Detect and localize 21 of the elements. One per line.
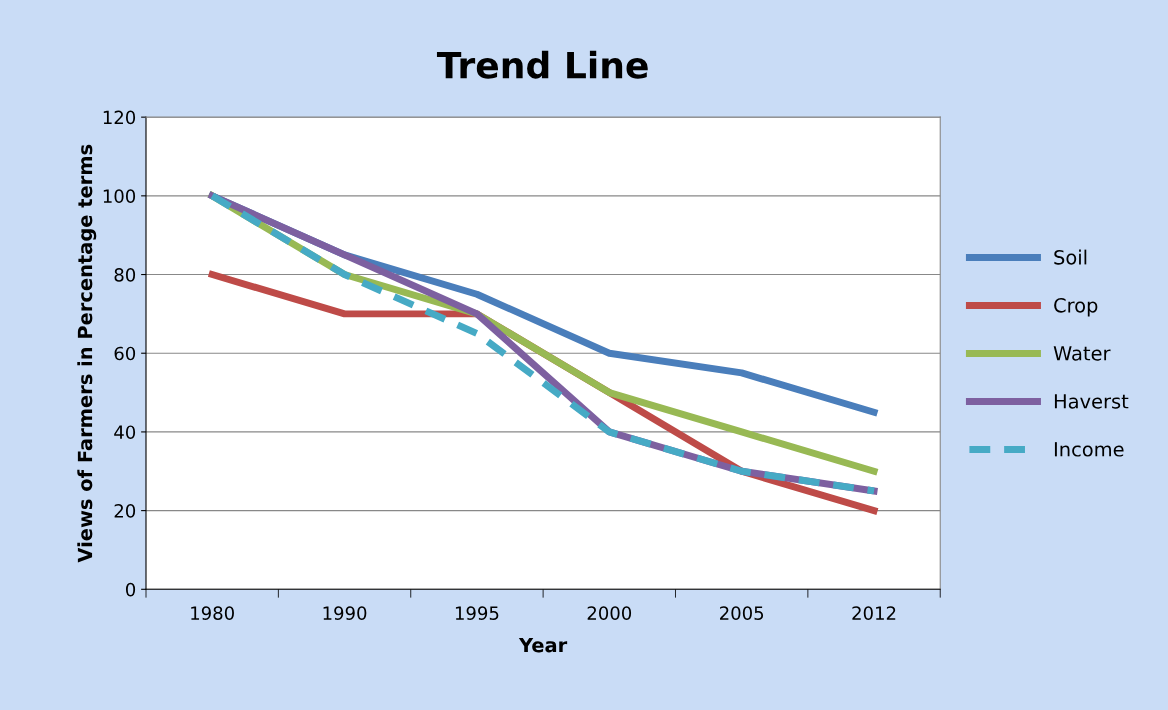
y-tick-label: 60 bbox=[114, 346, 136, 361]
y-tick-label: 40 bbox=[114, 425, 136, 440]
y-tick-label: 100 bbox=[103, 189, 136, 203]
legend-label: Crop bbox=[1054, 297, 1098, 317]
y-tick-label: 20 bbox=[114, 504, 136, 518]
x-tick-label: 2005 bbox=[720, 606, 764, 620]
x-tick-label: 1995 bbox=[455, 606, 499, 620]
legend-label: Haverst bbox=[1054, 394, 1129, 409]
y-tick-label: 0 bbox=[125, 582, 136, 597]
y-tick-label: 80 bbox=[114, 267, 136, 282]
legend-label: Water bbox=[1053, 346, 1111, 361]
chart-title: Trend Line bbox=[436, 50, 648, 79]
x-axis-title: Year bbox=[518, 637, 568, 653]
legend-label: Income bbox=[1054, 442, 1124, 457]
x-tick-label: 2000 bbox=[587, 606, 632, 620]
y-axis-title: Views of Farmers in Percentage terms bbox=[77, 144, 97, 563]
legend-label: Soil bbox=[1054, 249, 1087, 265]
x-tick-label: 2012 bbox=[852, 606, 896, 620]
y-tick-label: 120 bbox=[103, 110, 136, 125]
x-tick-label: 1980 bbox=[191, 606, 234, 620]
x-tick-label: 1990 bbox=[323, 606, 367, 620]
